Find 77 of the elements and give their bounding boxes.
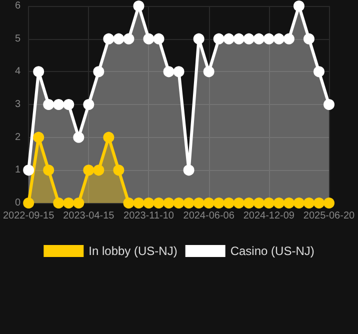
point	[193, 198, 204, 208]
point	[303, 33, 314, 44]
point	[173, 66, 184, 78]
point	[203, 66, 214, 78]
point	[273, 198, 284, 208]
point	[73, 132, 84, 143]
point	[43, 99, 54, 110]
point	[263, 198, 274, 208]
point	[273, 33, 284, 44]
point	[83, 164, 94, 176]
point	[53, 99, 64, 110]
point	[133, 198, 144, 208]
y-tick-label: 4	[15, 66, 22, 78]
point	[183, 164, 194, 176]
point	[324, 198, 334, 208]
y-tick-label: 5	[15, 33, 22, 44]
point	[83, 99, 94, 110]
point	[93, 164, 104, 176]
point	[143, 198, 154, 208]
point	[303, 198, 314, 208]
point	[33, 132, 44, 143]
point	[43, 164, 54, 176]
point	[23, 198, 34, 208]
point	[223, 33, 234, 44]
point	[153, 33, 164, 44]
y-tick-label: 6	[15, 0, 22, 12]
point	[63, 99, 74, 110]
point	[263, 33, 274, 44]
y-tick-label: 1	[15, 164, 22, 176]
point	[243, 198, 254, 208]
point	[63, 198, 74, 208]
point	[253, 198, 264, 208]
point	[223, 198, 234, 208]
point	[233, 198, 244, 208]
point	[173, 198, 184, 208]
point	[213, 198, 224, 208]
point	[163, 198, 174, 208]
point	[324, 99, 334, 110]
point	[123, 33, 134, 44]
point	[283, 33, 294, 44]
x-tick-label: 2025-06-20	[303, 210, 356, 222]
y-tick-label: 0	[15, 198, 22, 208]
point	[183, 198, 194, 208]
point	[293, 0, 304, 12]
point	[233, 33, 244, 44]
point	[93, 66, 104, 78]
legend-label: In lobby (US-NJ)	[88, 244, 178, 258]
point	[193, 33, 204, 44]
point	[113, 164, 124, 176]
x-tick-label: 2024-12-09	[243, 210, 295, 222]
point	[293, 198, 304, 208]
point	[113, 33, 124, 44]
point	[103, 33, 114, 44]
point	[213, 33, 224, 44]
x-tick-label: 2022-09-15	[3, 210, 55, 222]
point	[133, 0, 144, 12]
x-tick-label: 2023-11-10	[124, 210, 174, 222]
point	[283, 198, 294, 208]
point	[33, 66, 44, 78]
point	[103, 132, 114, 143]
point	[163, 66, 174, 78]
point	[73, 198, 84, 208]
legend-label: Casino (US-NJ)	[230, 244, 314, 258]
y-tick-label: 2	[15, 132, 22, 143]
point	[53, 198, 64, 208]
x-tick-label: 2023-04-15	[63, 210, 115, 222]
point	[23, 164, 34, 176]
point	[253, 33, 264, 44]
point	[143, 33, 154, 44]
y-tick-label: 3	[15, 99, 22, 110]
point	[313, 66, 324, 78]
x-tick-label: 2024-06-06	[183, 210, 235, 222]
point	[203, 198, 214, 208]
point	[123, 198, 134, 208]
point	[243, 33, 254, 44]
point	[153, 198, 164, 208]
point	[313, 198, 324, 208]
